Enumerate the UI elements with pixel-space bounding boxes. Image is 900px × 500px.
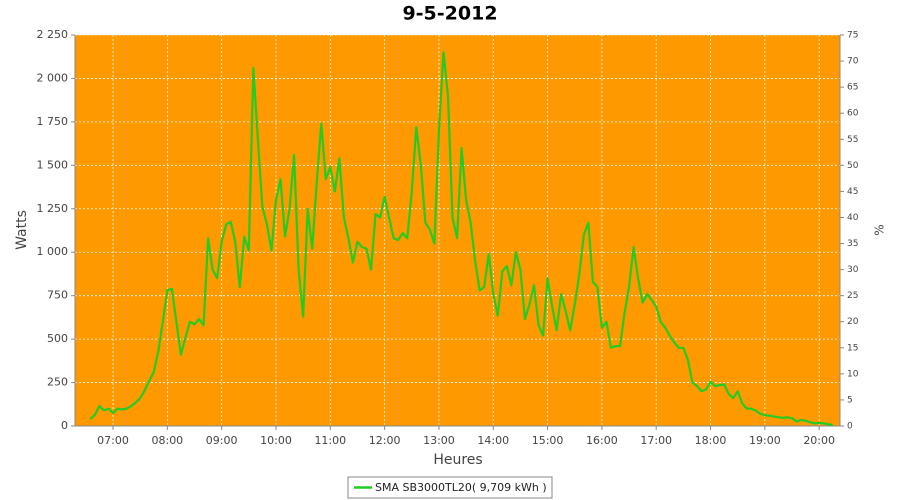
x-tick-label: 13:00 [423,434,455,447]
x-tick-label: 16:00 [586,434,618,447]
y2-tick-label: 0 [847,422,853,432]
x-tick-label: 09:00 [206,434,238,447]
y-tick-label: 1 000 [37,245,69,258]
x-tick-label: 15:00 [532,434,564,447]
y2-tick-label: 60 [847,109,859,119]
x-tick-label: 14:00 [477,434,509,447]
y2-tick-label: 30 [847,265,859,275]
y2-tick-label: 70 [847,57,859,67]
x-tick-label: 11:00 [314,434,346,447]
line-series [89,51,833,427]
x-tick-label: 20:00 [803,434,835,447]
y-tick-label: 2 250 [37,28,69,41]
y2-tick-label: 15 [847,343,858,353]
x-tick-label: 17:00 [640,434,672,447]
y2-tick-label: 35 [847,239,858,249]
x-tick-label: 08:00 [151,434,183,447]
y-tick-label: 0 [61,419,68,432]
y-tick-label: 250 [47,376,68,389]
y2-tick-label: 55 [847,135,858,145]
y2-tick-label: 25 [847,291,858,301]
x-tick-label: 07:00 [97,434,129,447]
x-tick-label: 10:00 [260,434,292,447]
y2-tick-label: 65 [847,83,858,93]
y-tick-label: 1 250 [37,202,69,215]
legend-box [347,476,553,499]
y-tick-label: 1 500 [37,158,69,171]
y2-axis-label: % [873,224,887,235]
x-axis-label: Heures [433,452,482,468]
y-tick-label: 750 [47,289,68,302]
x-tick-label: 12:00 [369,434,401,447]
y2-tick-label: 20 [847,317,859,327]
y2-tick-label: 50 [847,161,859,171]
y-axis-label: Watts [14,210,30,250]
y-tick-label: 2 000 [37,71,69,84]
legend: SMA SB3000TL20( 9,709 kWh ) [347,476,553,499]
x-tick-label: 19:00 [749,434,781,447]
y2-tick-label: 5 [847,395,853,405]
x-tick-label: 18:00 [695,434,727,447]
y-tick-label: 1 750 [37,115,69,128]
y2-tick-label: 10 [847,369,859,379]
y-tick-label: 500 [47,332,68,345]
y2-tick-label: 40 [847,213,859,223]
y2-tick-label: 45 [847,187,858,197]
legend-label: SMA SB3000TL20( 9,709 kWh ) [375,481,547,494]
y2-tick-label: 75 [847,31,858,41]
chart-title: 9-5-2012 [402,3,497,25]
